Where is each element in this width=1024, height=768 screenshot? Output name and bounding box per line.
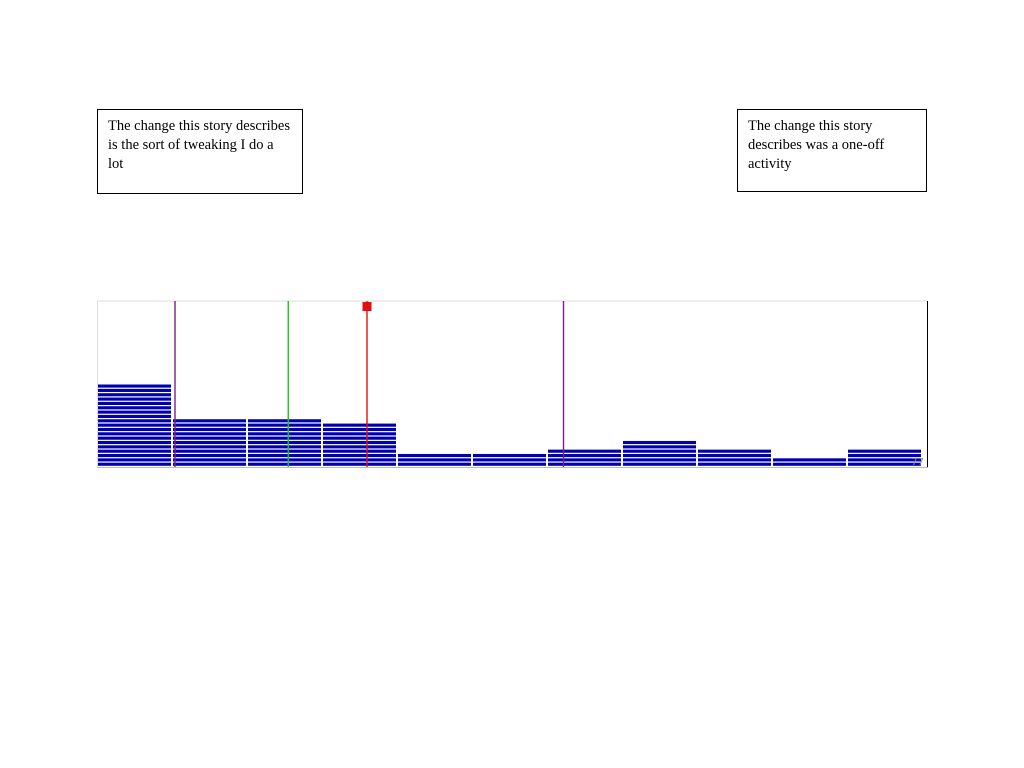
bar-unit (323, 449, 396, 453)
bar-unit (173, 449, 246, 453)
bar-unit (98, 423, 171, 427)
bar-unit (398, 462, 471, 466)
bar-unit (98, 388, 171, 392)
bar-unit (98, 449, 171, 453)
bar-unit (548, 453, 621, 458)
bar-11 (848, 449, 921, 466)
bar-unit (98, 401, 171, 406)
bar-unit (398, 458, 471, 462)
bar-unit (623, 458, 696, 462)
bar-unit (173, 436, 246, 440)
bar-6 (473, 453, 546, 466)
bar-unit (248, 449, 321, 453)
bar-unit (698, 449, 771, 453)
bar-unit (98, 397, 171, 401)
bar-unit (323, 440, 396, 445)
bar-unit (323, 462, 396, 466)
bar-unit (98, 384, 171, 388)
bar-unit (623, 445, 696, 449)
bar-unit (173, 445, 246, 449)
bar-unit (173, 419, 246, 423)
bar-5 (398, 453, 471, 466)
bar-unit (473, 458, 546, 462)
bar-unit (173, 453, 246, 458)
right-scale-label: The change this story describes was a on… (737, 109, 927, 192)
bar-unit (848, 462, 921, 466)
bar-unit (248, 436, 321, 440)
bar-unit (248, 440, 321, 445)
bar-unit (623, 449, 696, 453)
bar-unit (98, 440, 171, 445)
bar-unit (323, 458, 396, 462)
bar-unit (773, 458, 846, 462)
bar-unit (98, 427, 171, 432)
bar-unit (248, 453, 321, 458)
bar-unit (98, 406, 171, 410)
bar-unit (173, 440, 246, 445)
bar-8 (623, 440, 696, 466)
bar-unit (98, 436, 171, 440)
bar-unit (623, 440, 696, 445)
marker-square (362, 302, 372, 311)
bar-unit (473, 462, 546, 466)
bar-unit (248, 432, 321, 436)
bar-unit (698, 458, 771, 462)
left-scale-label: The change this story describes is the s… (97, 109, 303, 194)
bar-unit (548, 458, 621, 462)
bar-unit (323, 445, 396, 449)
bar-unit (98, 419, 171, 423)
bar-unit (323, 453, 396, 458)
bar-unit (773, 462, 846, 466)
bar-unit (98, 414, 171, 419)
bar-1 (98, 384, 171, 466)
bar-unit (623, 453, 696, 458)
bar-4 (323, 423, 396, 466)
bar-unit (323, 432, 396, 436)
bar-unit (848, 453, 921, 458)
bar-unit (698, 462, 771, 466)
bar-unit (248, 445, 321, 449)
bar-unit (698, 453, 771, 458)
count-label: 77 (911, 457, 924, 468)
bar-unit (248, 462, 321, 466)
bar-unit (548, 449, 621, 453)
bar-unit (98, 458, 171, 462)
bar-unit (248, 458, 321, 462)
histogram-svg: 77 (97, 300, 928, 468)
bar-unit (848, 458, 921, 462)
bar-unit (98, 453, 171, 458)
bar-7 (548, 449, 621, 466)
bar-9 (698, 449, 771, 466)
bar-unit (248, 427, 321, 432)
left-scale-text: The change this story describes is the s… (108, 118, 291, 172)
bar-unit (173, 432, 246, 436)
bar-unit (98, 393, 171, 397)
right-scale-text: The change this story describes was a on… (748, 118, 885, 172)
bar-10 (773, 458, 846, 466)
bar-unit (848, 449, 921, 453)
bar-unit (323, 427, 396, 432)
bar-unit (98, 432, 171, 436)
bar-unit (98, 410, 171, 414)
bar-unit (623, 462, 696, 466)
bar-unit (98, 445, 171, 449)
histogram-chart: 77 (97, 300, 928, 469)
bar-unit (248, 419, 321, 423)
bar-3 (248, 419, 321, 466)
bar-2 (173, 419, 246, 466)
bar-unit (548, 462, 621, 466)
bar-unit (173, 462, 246, 466)
bar-unit (398, 453, 471, 458)
bar-unit (173, 427, 246, 432)
bar-unit (98, 462, 171, 466)
bar-unit (473, 453, 546, 458)
bar-unit (173, 423, 246, 427)
bar-unit (173, 458, 246, 462)
bar-unit (323, 423, 396, 427)
bar-unit (248, 423, 321, 427)
bar-unit (323, 436, 396, 440)
